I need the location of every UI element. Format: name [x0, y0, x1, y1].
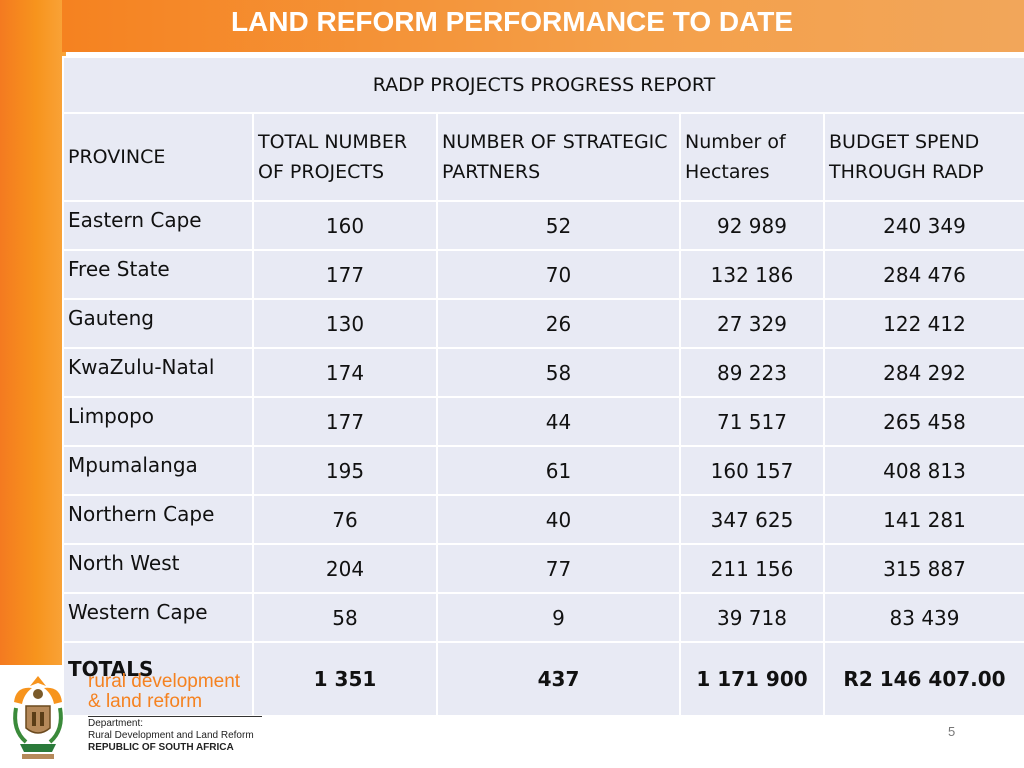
table-row: Eastern Cape 160 52 92 989 240 349 [62, 200, 1024, 251]
brand-name: rural development & land reform [88, 672, 240, 712]
cell-total-projects: 177 [252, 249, 438, 300]
cell-hectares: 71 517 [679, 396, 825, 447]
cell-strategic-partners: 77 [436, 543, 681, 594]
cell-hectares: 92 989 [679, 200, 825, 251]
table-row: Northern Cape 76 40 347 625 141 281 [62, 494, 1024, 545]
cell-province: KwaZulu-Natal [62, 347, 254, 398]
totals-projects: 1 351 [252, 641, 438, 717]
cell-province: Limpopo [62, 396, 254, 447]
cell-strategic-partners: 58 [436, 347, 681, 398]
cell-strategic-partners: 61 [436, 445, 681, 496]
header-budget-spend: BUDGET SPEND THROUGH RADP [822, 112, 1024, 202]
left-accent-bar [0, 0, 66, 665]
cell-hectares: 132 186 [679, 249, 825, 300]
cell-budget-spend: 284 476 [822, 249, 1024, 300]
cell-budget-spend: 240 349 [822, 200, 1024, 251]
cell-province: Gauteng [62, 298, 254, 349]
cell-budget-spend: 122 412 [822, 298, 1024, 349]
department-block: Department: Rural Development and Land R… [88, 718, 254, 754]
totals-label: TOTALS [62, 641, 254, 717]
cell-total-projects: 204 [252, 543, 438, 594]
title-banner [62, 0, 1024, 52]
cell-strategic-partners: 40 [436, 494, 681, 545]
cell-strategic-partners: 26 [436, 298, 681, 349]
header-strategic-partners: NUMBER OF STRATEGIC PARTNERS [436, 112, 681, 202]
cell-strategic-partners: 52 [436, 200, 681, 251]
cell-province: Free State [62, 249, 254, 300]
table-row: Western Cape 58 9 39 718 83 439 [62, 592, 1024, 643]
cell-budget-spend: 284 292 [822, 347, 1024, 398]
table-title: RADP PROJECTS PROGRESS REPORT [61, 56, 1024, 114]
cell-hectares: 39 718 [679, 592, 825, 643]
table-header-row: PROVINCE TOTAL NUMBER OF PROJECTS NUMBER… [62, 112, 1024, 202]
cell-budget-spend: 315 887 [822, 543, 1024, 594]
brand-line-1: rural development [88, 671, 241, 692]
cell-province: North West [62, 543, 254, 594]
cell-hectares: 27 329 [679, 298, 825, 349]
cell-budget-spend: 408 813 [822, 445, 1024, 496]
header-total-projects: TOTAL NUMBER OF PROJECTS [252, 112, 438, 202]
table-row: Gauteng 130 26 27 329 122 412 [62, 298, 1024, 349]
cell-hectares: 211 156 [679, 543, 825, 594]
table-row: KwaZulu-Natal 174 58 89 223 284 292 [62, 347, 1024, 398]
cell-province: Northern Cape [62, 494, 254, 545]
header-province: PROVINCE [62, 112, 254, 202]
dept-line-3: REPUBLIC OF SOUTH AFRICA [88, 742, 234, 753]
dept-line-1: Department: [88, 718, 144, 729]
cell-province: Eastern Cape [62, 200, 254, 251]
brand-line-2: & land reform [88, 691, 203, 712]
totals-budget: R2 146 407.00 [822, 641, 1024, 717]
footer-divider [88, 716, 262, 717]
cell-budget-spend: 83 439 [822, 592, 1024, 643]
radp-report-table: RADP PROJECTS PROGRESS REPORT PROVINCE T… [61, 56, 1024, 717]
cell-total-projects: 174 [252, 347, 438, 398]
header-hectares: Number of Hectares [679, 112, 825, 202]
cell-hectares: 89 223 [679, 347, 825, 398]
table-row: Mpumalanga 195 61 160 157 408 813 [62, 445, 1024, 496]
cell-strategic-partners: 44 [436, 396, 681, 447]
cell-budget-spend: 265 458 [822, 396, 1024, 447]
cell-hectares: 160 157 [679, 445, 825, 496]
slide-title: LAND REFORM PERFORMANCE TO DATE [230, 6, 794, 37]
cell-hectares: 347 625 [679, 494, 825, 545]
table-row: Free State 177 70 132 186 284 476 [62, 249, 1024, 300]
dept-line-2: Rural Development and Land Reform [88, 730, 254, 741]
totals-row: TOTALS 1 351 437 1 171 900 R2 146 407.00 [62, 641, 1024, 717]
table-row: North West 204 77 211 156 315 887 [62, 543, 1024, 594]
cell-budget-spend: 141 281 [822, 494, 1024, 545]
totals-partners: 437 [436, 641, 681, 717]
cell-total-projects: 130 [252, 298, 438, 349]
cell-strategic-partners: 9 [436, 592, 681, 643]
totals-hectares: 1 171 900 [679, 641, 825, 717]
cell-province: Western Cape [62, 592, 254, 643]
cell-total-projects: 160 [252, 200, 438, 251]
page-number: 5 [948, 724, 956, 739]
cell-total-projects: 58 [252, 592, 438, 643]
cell-total-projects: 177 [252, 396, 438, 447]
cell-total-projects: 76 [252, 494, 438, 545]
coat-of-arms-icon [13, 676, 63, 759]
cell-total-projects: 195 [252, 445, 438, 496]
table-row: Limpopo 177 44 71 517 265 458 [62, 396, 1024, 447]
cell-strategic-partners: 70 [436, 249, 681, 300]
cell-province: Mpumalanga [62, 445, 254, 496]
